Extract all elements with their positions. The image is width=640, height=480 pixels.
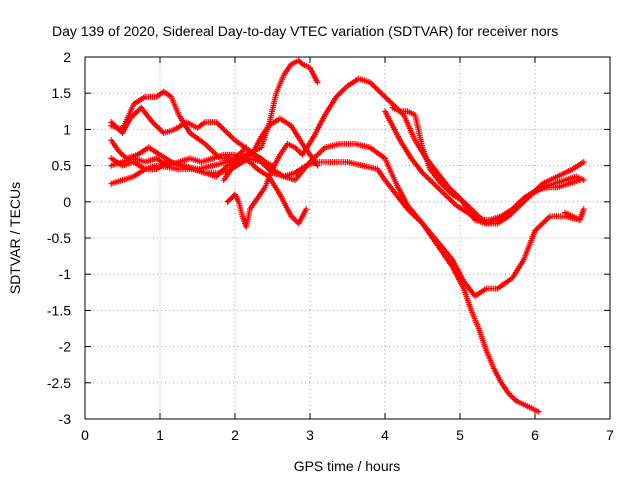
- y-tick-label: 1.5: [52, 85, 72, 101]
- series-sat-10: [389, 104, 587, 227]
- y-tick-label: -2.5: [47, 375, 71, 391]
- y-tick-label: -1: [59, 266, 72, 282]
- x-tick-label: 1: [156, 427, 164, 443]
- x-tick-labels: 0 1 2 3 4 5 6 7: [81, 427, 614, 443]
- y-tick-label: 0: [63, 194, 71, 210]
- series-markers: [108, 137, 310, 227]
- x-tick-label: 4: [381, 427, 389, 443]
- y-tick-label: -2: [59, 339, 72, 355]
- x-tick-label: 5: [456, 427, 464, 443]
- series-sat-9: [382, 108, 583, 223]
- x-tick-label: 0: [81, 427, 89, 443]
- series-sat-5: [108, 140, 542, 415]
- y-tick-label: -1.5: [47, 302, 71, 318]
- series-sat-8: [108, 137, 310, 227]
- series-markers: [382, 108, 583, 223]
- x-axis-title: GPS time / hours: [294, 458, 401, 474]
- x-tick-label: 6: [531, 427, 539, 443]
- series-markers: [108, 140, 542, 415]
- x-tick-label: 7: [606, 427, 614, 443]
- y-tick-label: 0.5: [52, 158, 72, 174]
- y-tick-labels: -3 -2.5 -2 -1.5 -1 -0.5 0 0.5 1 1.5 2: [47, 49, 71, 427]
- series-markers: [108, 155, 583, 299]
- axis-ticks: [84, 56, 611, 420]
- y-tick-label: -0.5: [47, 230, 71, 246]
- series-markers: [389, 104, 587, 227]
- data-series: [108, 57, 587, 415]
- y-tick-label: 1: [63, 121, 71, 137]
- chart-title: Day 139 of 2020, Sidereal Day-to-day VTE…: [52, 23, 558, 39]
- y-tick-label: 2: [63, 49, 71, 65]
- y-axis-title: SDTVAR / TECUs: [7, 182, 23, 294]
- series-sat-4: [108, 155, 583, 299]
- series-sat-11: [562, 206, 587, 223]
- y-tick-label: -3: [59, 411, 72, 427]
- series-markers: [562, 206, 587, 223]
- x-tick-label: 2: [231, 427, 239, 443]
- x-tick-label: 3: [306, 427, 314, 443]
